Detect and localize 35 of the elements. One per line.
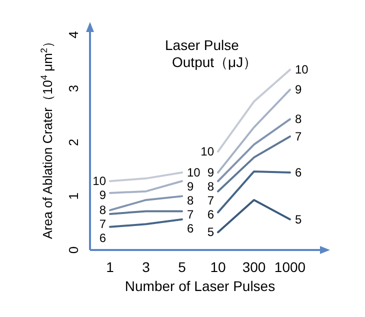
text: 6 <box>295 166 302 180</box>
series-label: 9 <box>99 188 106 202</box>
x-tick-label: 1000 <box>274 259 306 275</box>
series-label: 10 <box>92 174 106 188</box>
category-label: 10 <box>295 62 308 77</box>
text: 8 <box>295 112 302 126</box>
y-tick-label: 4 <box>66 31 81 38</box>
text: 9 <box>295 82 302 97</box>
series-label: 10 <box>200 144 214 159</box>
series-label: 8 <box>207 180 214 194</box>
series-label: 7 <box>99 217 106 232</box>
series-label: 6 <box>187 222 194 236</box>
x-tick-label: 300 <box>242 259 266 275</box>
text: 10 <box>187 166 200 180</box>
legend-title: Laser Pulse Output（μJ） <box>165 37 258 70</box>
text: 8 <box>187 194 194 208</box>
text: 7 <box>295 129 302 144</box>
y-tick-label: 2 <box>66 138 81 146</box>
series-label: 9 <box>207 166 214 180</box>
x-tick-label: 1 <box>106 259 114 275</box>
x-axis-title: Number of Laser Pulses <box>124 278 276 294</box>
y-tick-label: 0 <box>66 246 81 254</box>
text: 7 <box>187 208 194 222</box>
text: 6 <box>99 231 106 246</box>
series-label: 7 <box>207 194 214 208</box>
x-tick-label: 3 <box>142 259 150 275</box>
y-tick-label: 3 <box>66 84 81 92</box>
y-tick-label: 1 <box>66 192 81 200</box>
x-tick-label: 10 <box>210 259 226 275</box>
category-label: 5 <box>295 212 302 226</box>
text: 9 <box>187 180 194 194</box>
x-tick-label: 5 <box>178 259 186 275</box>
series-label: 5 <box>207 225 214 240</box>
series-label: 6 <box>207 208 214 222</box>
series-label: 8 <box>99 203 106 218</box>
